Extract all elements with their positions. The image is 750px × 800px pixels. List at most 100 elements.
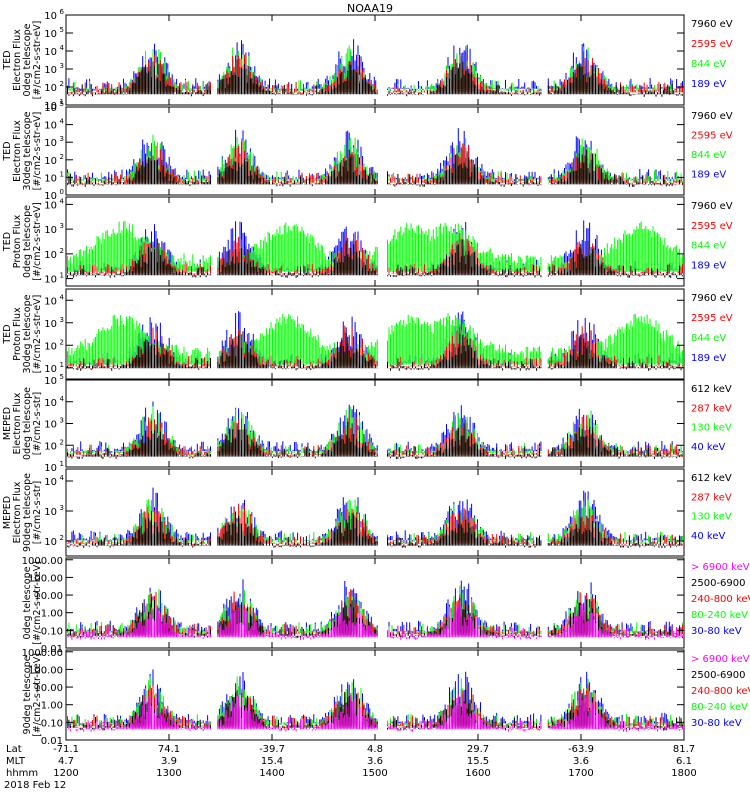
y-tick-label: 0.10 (41, 718, 63, 729)
y-axis-label: 0deg telescope (22, 205, 33, 278)
x-tick-mlt: 3.9 (161, 756, 177, 767)
legend-label: 2595 eV (691, 39, 733, 50)
y-tick-label: 10 (44, 420, 57, 431)
y-axis-label: Electron Flux (12, 392, 23, 454)
y-tick-label: 10 (44, 200, 57, 211)
y-tick-label: 10 (44, 275, 57, 286)
x-tick-mlt: 15.5 (467, 756, 489, 767)
y-axis-label: [#/cm2-s-str] (32, 481, 43, 544)
y-tick-exponent: 1 (60, 460, 64, 468)
x-tick-time: 1400 (259, 768, 284, 779)
legend-label: 2595 eV (691, 131, 733, 142)
y-tick-label: 10 (44, 441, 57, 452)
legend-label: 30-80 keV (691, 626, 742, 637)
y-axis-label: Electron Flux (12, 481, 23, 543)
y-tick-exponent: 3 (60, 504, 64, 512)
plot-area (66, 401, 684, 460)
y-tick-label: 10 (44, 296, 57, 307)
y-tick-label: 10 (44, 250, 57, 261)
series-trace-magenta (66, 600, 684, 640)
y-axis-label: [#/cm2-s-str-keV] (32, 653, 43, 737)
y-tick-label: 10 (44, 173, 57, 184)
figure-title: NOAA19 (347, 2, 393, 15)
plot-area (66, 39, 684, 97)
legend-label: 240-800 keV (691, 686, 750, 697)
y-tick-exponent: 4 (60, 44, 65, 52)
y-tick-exponent: 2 (60, 438, 64, 446)
plot-area (66, 579, 684, 640)
y-tick-exponent: 1 (60, 361, 64, 369)
x-tick-lat: -63.9 (568, 744, 594, 755)
x-tick-lat: -71.1 (53, 744, 79, 755)
y-tick-exponent: 3 (60, 135, 64, 143)
legend-label: 40 keV (691, 531, 725, 542)
y-tick-label: 10 (44, 463, 57, 474)
y-axis-label: [#/cm2-s-str-eV] (32, 202, 43, 281)
y-axis-label: [#/cm2-s-str] (32, 392, 43, 455)
legend-label: 2500-6900 (691, 578, 746, 589)
y-axis-label: 0deg telescope (22, 387, 33, 460)
x-row-label: MLT (6, 756, 26, 767)
y-tick-label: 10 (44, 507, 57, 518)
legend-label: 189 eV (691, 170, 726, 181)
x-tick-lat: 29.7 (467, 744, 489, 755)
x-tick-mlt: 6.1 (676, 756, 692, 767)
y-tick-label: 10 (44, 319, 57, 330)
plot-area (66, 669, 684, 732)
y-tick-exponent: 1 (60, 170, 64, 178)
legend-label: 612 keV (691, 384, 732, 395)
y-axis-label: TED (2, 232, 13, 252)
series-trace-black (66, 239, 684, 278)
legend-label: 2595 eV (691, 221, 733, 232)
y-axis-label: 0deg telescope (22, 566, 33, 639)
legend-label: 844 eV (691, 241, 726, 252)
y-tick-exponent: 3 (60, 62, 64, 70)
y-tick-exponent: 4 (60, 293, 65, 301)
legend-label: 7960 eV (691, 19, 733, 30)
y-tick-label: 10 (44, 376, 57, 387)
legend-label: 30-80 keV (691, 718, 742, 729)
plot-area (66, 128, 684, 187)
legend-label: 40 keV (691, 442, 725, 453)
plot-area (66, 220, 684, 278)
y-tick-exponent: 3 (60, 222, 64, 230)
legend-label: > 6900 keV (691, 654, 750, 665)
y-tick-label: 10 (44, 191, 57, 202)
y-tick-exponent: 5 (60, 100, 64, 108)
plot-area (66, 311, 684, 371)
y-tick-label: 1000.00 (22, 648, 63, 659)
x-tick-time: 1300 (156, 768, 181, 779)
y-tick-exponent: 4 (60, 395, 65, 403)
legend-label: 7960 eV (691, 293, 733, 304)
x-tick-time: 1800 (671, 768, 696, 779)
y-tick-exponent: 2 (60, 247, 64, 255)
y-tick-label: 0.10 (41, 626, 63, 637)
y-tick-label: 10 (44, 121, 57, 132)
y-axis-label: [#/cm2-s-str-eV] (32, 295, 43, 374)
y-axis-label: Electron Flux (12, 120, 23, 182)
x-tick-mlt: 3.6 (367, 756, 383, 767)
legend-label: 844 eV (691, 333, 726, 344)
y-tick-label: 10 (44, 138, 57, 149)
y-tick-exponent: 6 (60, 8, 65, 16)
y-tick-label: 10 (44, 477, 57, 488)
y-tick-label: 100.00 (28, 573, 63, 584)
y-tick-label: 10 (44, 364, 57, 375)
y-axis-label: 0deg telescope (22, 23, 33, 96)
y-axis-label: MEPED (2, 407, 13, 440)
x-tick-mlt: 15.4 (261, 756, 283, 767)
panel-meped-p-90: 1000.00 100.00 10.00 1.00 0.10 0.01 90deg tele… (22, 648, 750, 747)
y-tick-exponent: 2 (60, 534, 64, 542)
date-label: 2018 Feb 12 (4, 780, 66, 791)
y-axis-label: MEPED (2, 496, 13, 529)
x-tick-lat: 4.8 (367, 744, 383, 755)
y-axis-label: TED (2, 141, 13, 161)
y-tick-label: 10 (44, 537, 57, 548)
y-tick-label: 1000.00 (22, 556, 63, 567)
y-tick-exponent: 5 (60, 26, 64, 34)
x-tick-lat: 74.1 (158, 744, 180, 755)
y-tick-exponent: 0 (60, 188, 64, 196)
